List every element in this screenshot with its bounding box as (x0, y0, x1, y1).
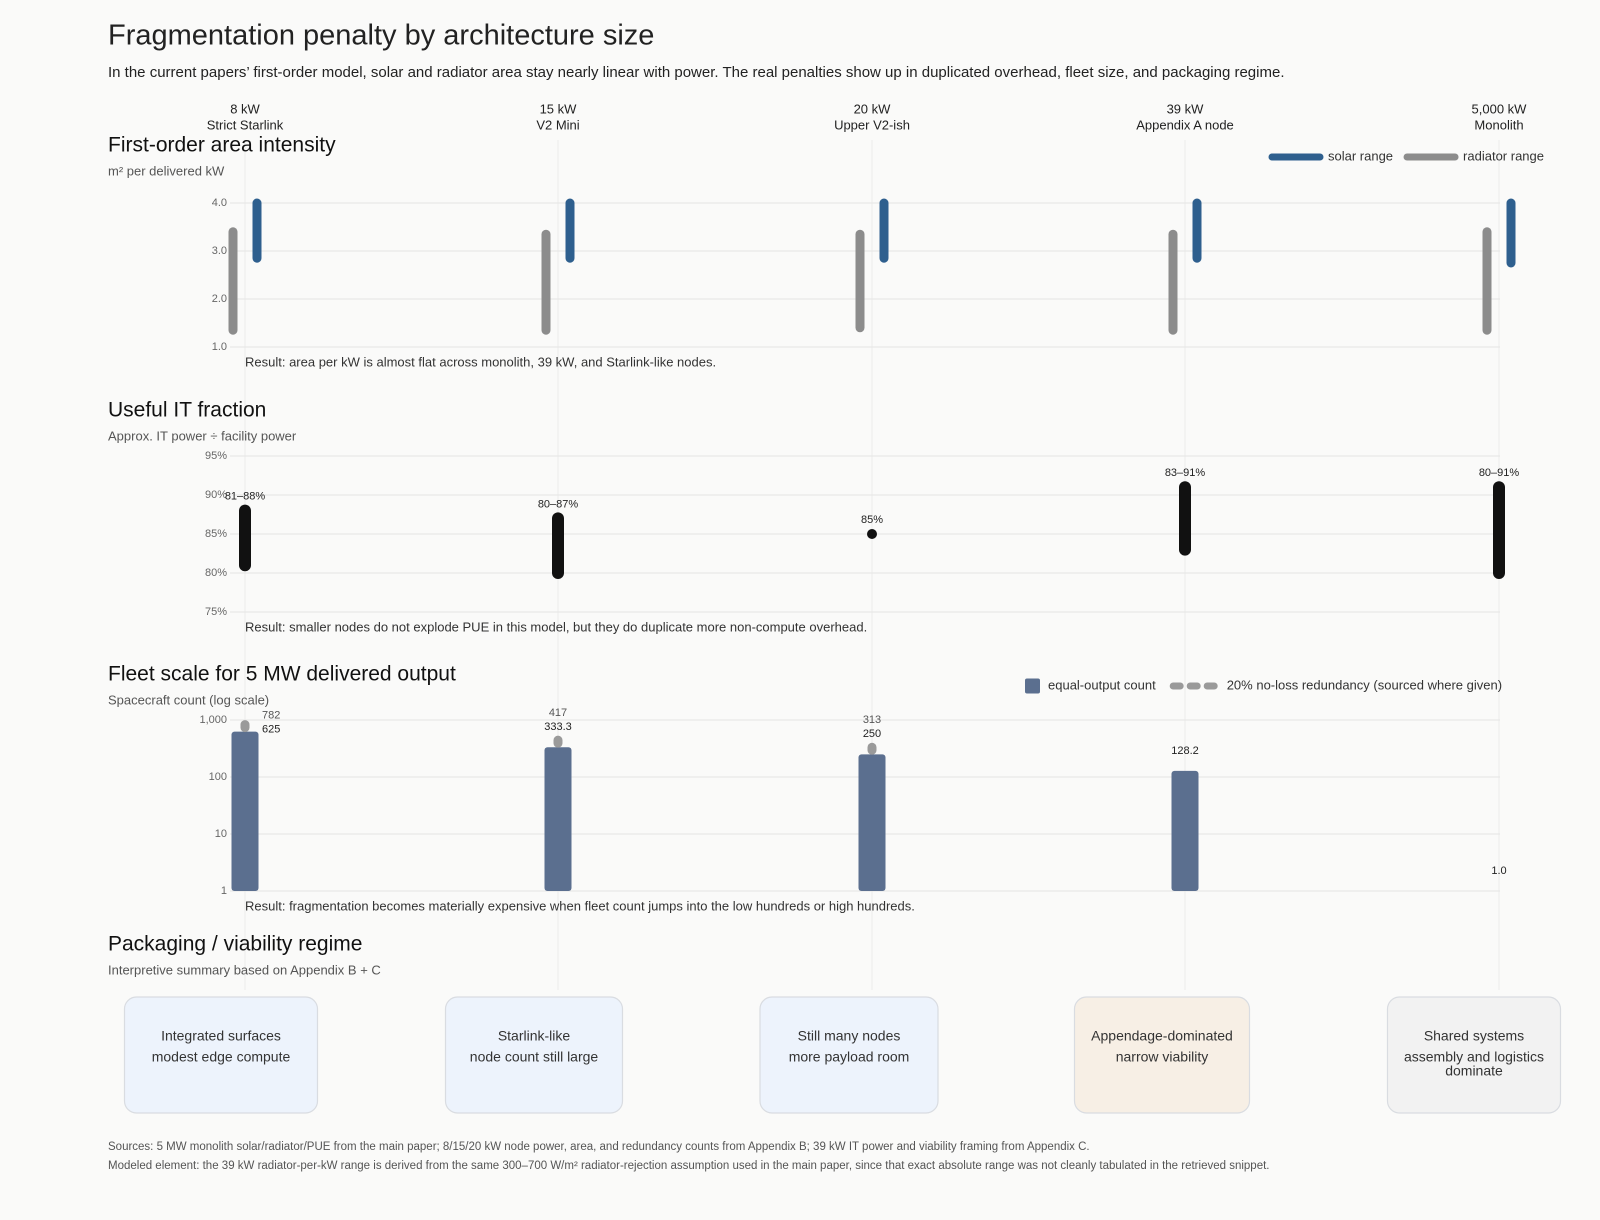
y-tick-label: 1.0 (212, 341, 227, 353)
y-tick-label: 80% (205, 567, 227, 579)
column-name: Monolith (1474, 117, 1523, 132)
bar (1171, 770, 1199, 891)
page-subtitle: In the current papers’ first-order model… (108, 64, 1284, 81)
redundancy-marker (867, 742, 877, 755)
value-label: 1.0 (1491, 865, 1506, 877)
redundancy-label: 313 (863, 714, 881, 726)
modeled-note: Modeled element: the 39 kW radiator-per-… (108, 1160, 1269, 1172)
legend-swatch (1203, 682, 1218, 690)
panel-title: Fleet scale for 5 MW delivered output (108, 663, 456, 686)
value-label: 333.3 (544, 721, 572, 733)
regime-text: modest edge compute (152, 1049, 291, 1065)
regime-text: dominate (1445, 1063, 1503, 1079)
panel-subtitle: m² per delivered kW (108, 163, 225, 178)
column-power: 8 kW (230, 101, 260, 116)
regime-card (1073, 996, 1251, 1114)
column-name: Upper V2-ish (834, 117, 910, 132)
regime-card (759, 996, 939, 1114)
regime-card (1386, 996, 1562, 1114)
legend-label: radiator range (1463, 148, 1544, 163)
column-power: 39 kW (1167, 101, 1205, 116)
legend-label: 20% no-loss redundancy (sourced where gi… (1227, 677, 1502, 692)
y-tick-label: 4.0 (212, 197, 227, 209)
redundancy-marker (240, 720, 250, 733)
redundancy-marker (553, 735, 563, 748)
panel-title: Useful IT fraction (108, 399, 266, 422)
panel-annotation: Result: smaller nodes do not explode PUE… (245, 619, 867, 634)
bar (858, 754, 886, 891)
column-power: 20 kW (854, 101, 892, 116)
redundancy-label: 782 (262, 710, 280, 722)
regime-text: Still many nodes (798, 1028, 901, 1044)
regime-text: narrow viability (1116, 1049, 1209, 1065)
y-tick-label: 10 (215, 828, 227, 840)
panel-annotation: Result: area per kW is almost flat acros… (245, 354, 716, 369)
page-title: Fragmentation penalty by architecture si… (108, 20, 654, 52)
y-tick-label: 90% (205, 489, 227, 501)
column-power: 15 kW (540, 101, 578, 116)
panel-subtitle: Approx. IT power ÷ facility power (108, 428, 297, 443)
value-label: 625 (262, 724, 280, 736)
regime-card (123, 996, 319, 1114)
column-name: Strict Starlink (207, 117, 284, 132)
regime-text: node count still large (470, 1049, 599, 1065)
regime-text: more payload room (789, 1049, 910, 1065)
legend-swatch (1169, 682, 1184, 690)
value-label: 80–87% (538, 498, 579, 510)
value-label: 85% (861, 514, 883, 526)
value-label: 128.2 (1171, 745, 1199, 757)
value-label: 81–88% (225, 491, 266, 503)
panel-subtitle: Spacecraft count (log scale) (108, 692, 269, 707)
value-label: 83–91% (1165, 467, 1206, 479)
y-tick-label: 95% (205, 450, 227, 462)
value-label: 250 (863, 728, 881, 740)
value-label: 80–91% (1479, 467, 1520, 479)
legend-swatch (1025, 678, 1040, 694)
regime-text: assembly and logistics (1404, 1049, 1544, 1065)
y-tick-label: 3.0 (212, 245, 227, 257)
y-tick-label: 85% (205, 528, 227, 540)
range-point (867, 529, 877, 539)
regime-text: Integrated surfaces (161, 1028, 281, 1044)
y-tick-label: 100 (209, 771, 227, 783)
regime-text: Appendage-dominated (1091, 1028, 1233, 1044)
y-tick-label: 2.0 (212, 293, 227, 305)
legend-label: equal-output count (1048, 677, 1156, 692)
y-tick-label: 75% (205, 606, 227, 618)
column-name: Appendix A node (1136, 117, 1234, 132)
regime-card (444, 996, 624, 1114)
regime-text: Shared systems (1424, 1028, 1524, 1044)
redundancy-label: 417 (549, 707, 567, 719)
y-tick-label: 1 (221, 885, 227, 897)
panel-title: First-order area intensity (108, 134, 336, 157)
legend-label: solar range (1328, 148, 1393, 163)
bar (231, 731, 259, 891)
panel-annotation: Result: fragmentation becomes materially… (245, 898, 915, 913)
sources-note: Sources: 5 MW monolith solar/radiator/PU… (108, 1141, 1090, 1153)
y-tick-label: 1,000 (199, 714, 227, 726)
bar (544, 747, 572, 891)
panel-subtitle: Interpretive summary based on Appendix B… (108, 962, 381, 977)
legend-swatch (1186, 682, 1201, 690)
panel-title: Packaging / viability regime (108, 933, 362, 956)
regime-text: Starlink-like (498, 1028, 571, 1044)
column-power: 5,000 kW (1472, 101, 1528, 116)
column-name: V2 Mini (536, 117, 579, 132)
